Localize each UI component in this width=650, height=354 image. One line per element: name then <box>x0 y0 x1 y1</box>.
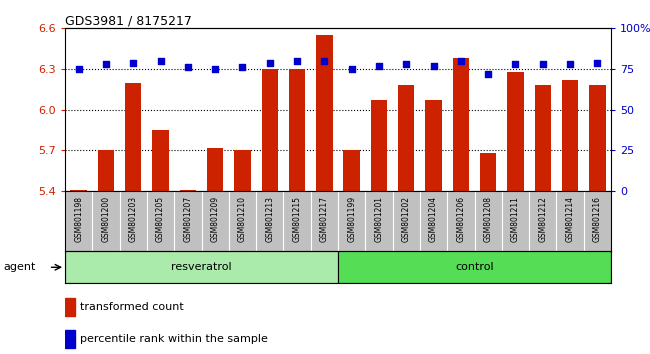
Text: GSM801201: GSM801201 <box>374 196 384 242</box>
Point <box>265 60 275 65</box>
Text: GSM801217: GSM801217 <box>320 196 329 242</box>
Point <box>292 58 302 64</box>
Point <box>456 58 466 64</box>
Bar <box>179 190 196 191</box>
Bar <box>338 251 611 283</box>
Text: GSM801209: GSM801209 <box>211 196 220 242</box>
Bar <box>125 82 142 191</box>
Point <box>483 71 493 77</box>
Bar <box>152 130 169 191</box>
Point <box>428 63 439 69</box>
Text: GSM801215: GSM801215 <box>292 196 302 242</box>
Text: GSM801210: GSM801210 <box>238 196 247 242</box>
Text: GSM801207: GSM801207 <box>183 196 192 242</box>
Point <box>101 61 111 67</box>
Text: percentile rank within the sample: percentile rank within the sample <box>81 334 268 344</box>
Bar <box>70 190 87 191</box>
Text: GSM801214: GSM801214 <box>566 196 575 242</box>
Text: GSM801212: GSM801212 <box>538 196 547 242</box>
Point <box>374 63 384 69</box>
Point <box>210 66 220 72</box>
Text: GSM801202: GSM801202 <box>402 196 411 242</box>
Point <box>401 61 411 67</box>
Bar <box>370 100 387 191</box>
Bar <box>207 148 224 191</box>
Text: resveratrol: resveratrol <box>171 262 232 272</box>
Bar <box>452 58 469 191</box>
Text: GSM801205: GSM801205 <box>156 196 165 242</box>
Text: GSM801213: GSM801213 <box>265 196 274 242</box>
Bar <box>480 153 497 191</box>
Text: GSM801199: GSM801199 <box>347 196 356 242</box>
Bar <box>562 80 578 191</box>
Text: GDS3981 / 8175217: GDS3981 / 8175217 <box>65 14 192 27</box>
Text: GSM801216: GSM801216 <box>593 196 602 242</box>
Point <box>510 61 521 67</box>
Text: GSM801198: GSM801198 <box>74 196 83 242</box>
Text: control: control <box>455 262 494 272</box>
Point <box>592 60 603 65</box>
Bar <box>398 85 415 191</box>
Point <box>183 64 193 70</box>
Bar <box>98 150 114 191</box>
Text: GSM801200: GSM801200 <box>101 196 111 242</box>
Text: GSM801204: GSM801204 <box>429 196 438 242</box>
Bar <box>316 35 333 191</box>
Text: agent: agent <box>3 262 36 272</box>
Point <box>538 61 548 67</box>
Bar <box>343 150 360 191</box>
Bar <box>589 85 606 191</box>
Bar <box>65 251 338 283</box>
Bar <box>261 69 278 191</box>
Point <box>346 66 357 72</box>
Text: GSM801203: GSM801203 <box>129 196 138 242</box>
Text: GSM801206: GSM801206 <box>456 196 465 242</box>
Text: GSM801208: GSM801208 <box>484 196 493 242</box>
Bar <box>289 69 306 191</box>
Bar <box>425 100 442 191</box>
Bar <box>507 72 524 191</box>
Point <box>237 64 248 70</box>
Point <box>319 58 330 64</box>
Point <box>128 60 138 65</box>
Bar <box>65 330 75 348</box>
Bar <box>234 150 251 191</box>
Bar <box>534 85 551 191</box>
Text: GSM801211: GSM801211 <box>511 196 520 242</box>
Point <box>565 61 575 67</box>
Point <box>73 66 84 72</box>
Point <box>155 58 166 64</box>
Text: transformed count: transformed count <box>81 302 184 312</box>
Bar <box>65 298 75 316</box>
